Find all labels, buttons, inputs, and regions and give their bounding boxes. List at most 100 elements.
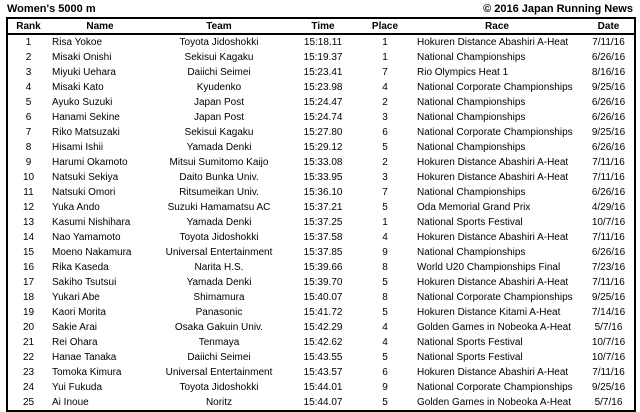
cell-name: Kasumi Nishihara bbox=[52, 217, 131, 228]
cell-rank: 15 bbox=[22, 247, 35, 258]
cell-rank: 11 bbox=[23, 187, 34, 198]
cell-race: Hokuren Distance Abashiri A-Heat bbox=[417, 232, 569, 243]
cell-time: 15:36.10 bbox=[303, 187, 343, 198]
cell-place: 1 bbox=[382, 52, 388, 63]
cell-time: 15:23.98 bbox=[303, 82, 343, 93]
cell-race: National Corporate Championships bbox=[417, 82, 573, 93]
cell-time: 15:33.95 bbox=[303, 172, 343, 183]
cell-race: National Corporate Championships bbox=[417, 382, 573, 393]
cell-team: Daiichi Seimei bbox=[187, 67, 251, 78]
cell-race: Hokuren Distance Abashiri A-Heat bbox=[417, 367, 569, 378]
cell-team: Osaka Gakuin Univ. bbox=[174, 322, 264, 333]
cell-name: Nao Yamamoto bbox=[52, 232, 121, 243]
cell-place: 5 bbox=[382, 397, 388, 408]
cell-place: 5 bbox=[382, 142, 388, 153]
cell-date: 9/25/16 bbox=[591, 292, 626, 303]
cell-place: 1 bbox=[382, 37, 388, 48]
cell-name: Rika Kaseda bbox=[52, 262, 109, 273]
cell-name: Kaori Morita bbox=[52, 307, 106, 318]
table-row: 23 Tomoka Kimura Universal Entertainment 15… bbox=[7, 365, 635, 380]
table-row: 3 Miyuki Uehara Daiichi Seimei 15:23.41 7 Rio… bbox=[7, 65, 635, 80]
cell-rank: 18 bbox=[22, 292, 35, 303]
table-row: 13 Kasumi Nishihara Yamada Denki 15:37.25 1 N… bbox=[7, 215, 635, 230]
cell-name: Sakiho Tsutsui bbox=[52, 277, 117, 288]
cell-time: 15:37.25 bbox=[303, 217, 343, 228]
cell-date: 7/11/16 bbox=[592, 277, 625, 288]
column-header-time: Time bbox=[287, 18, 359, 35]
copyright-notice: © 2016 Japan Running News bbox=[483, 2, 633, 15]
cell-team: Toyota Jidoshokki bbox=[179, 37, 259, 48]
cell-date: 7/14/16 bbox=[591, 307, 626, 318]
cell-name: Risa Yokoe bbox=[52, 37, 103, 48]
cell-date: 9/25/16 bbox=[591, 382, 626, 393]
cell-name: Natsuki Sekiya bbox=[52, 172, 119, 183]
cell-date: 5/7/16 bbox=[594, 397, 623, 408]
cell-team: Noritz bbox=[205, 397, 233, 408]
cell-place: 5 bbox=[382, 352, 388, 363]
cell-name: Riko Matsuzaki bbox=[52, 127, 120, 138]
cell-date: 7/11/16 bbox=[592, 172, 625, 183]
table-row: 24 Yui Fukuda Toyota Jidoshokki 15:44.01 9 Na… bbox=[7, 380, 635, 395]
cell-time: 15:41.72 bbox=[303, 307, 343, 318]
cell-time: 15:43.55 bbox=[303, 352, 343, 363]
table-row: 4 Misaki Kato Kyudenko 15:23.98 4 National Co… bbox=[7, 80, 635, 95]
cell-date: 4/29/16 bbox=[591, 202, 626, 213]
cell-name: Natsuki Omori bbox=[52, 187, 116, 198]
cell-date: 6/26/16 bbox=[591, 97, 626, 108]
cell-date: 9/25/16 bbox=[591, 127, 626, 138]
cell-rank: 16 bbox=[22, 262, 35, 273]
cell-place: 8 bbox=[382, 262, 388, 273]
cell-race: National Championships bbox=[417, 187, 526, 198]
cell-time: 15:39.66 bbox=[303, 262, 343, 273]
cell-race: Golden Games in Nobeoka A-Heat bbox=[417, 322, 571, 333]
column-header-place: Place bbox=[359, 18, 411, 35]
cell-team: Ritsumeikan Univ. bbox=[179, 187, 259, 198]
cell-place: 4 bbox=[382, 232, 388, 243]
column-header-rank: Rank bbox=[7, 18, 49, 35]
cell-team: Mitsui Sumitomo Kaijo bbox=[169, 157, 269, 168]
table-row: 25 Ai Inoue Noritz 15:44.07 5 Golden Games in… bbox=[7, 395, 635, 411]
cell-team: Yamada Denki bbox=[186, 217, 252, 228]
cell-time: 15:27.80 bbox=[303, 127, 343, 138]
cell-team: Daito Bunka Univ. bbox=[179, 172, 259, 183]
cell-race: Hokuren Distance Abashiri A-Heat bbox=[417, 172, 569, 183]
cell-place: 7 bbox=[382, 187, 388, 198]
cell-race: National Sports Festival bbox=[417, 337, 523, 348]
table-row: 9 Harumi Okamoto Mitsui Sumitomo Kaijo 15:3… bbox=[7, 155, 635, 170]
table-row: 21 Rei Ohara Tenmaya 15:42.62 4 National Spor… bbox=[7, 335, 635, 350]
cell-place: 9 bbox=[382, 247, 388, 258]
header-row: Rank Name Team Time Place Race Date bbox=[7, 18, 635, 35]
cell-rank: 21 bbox=[22, 337, 35, 348]
cell-race: Hokuren Distance Abashiri A-Heat bbox=[417, 37, 569, 48]
cell-race: Golden Games in Nobeoka A-Heat bbox=[417, 397, 571, 408]
cell-team: Sekisui Kagaku bbox=[184, 127, 254, 138]
column-header-team: Team bbox=[151, 18, 287, 35]
table-row: 11 Natsuki Omori Ritsumeikan Univ. 15:36.10… bbox=[7, 185, 635, 200]
cell-rank: 14 bbox=[22, 232, 35, 243]
table-row: 20 Sakie Arai Osaka Gakuin Univ. 15:42.29 4 G… bbox=[7, 320, 635, 335]
cell-race: National Sports Festival bbox=[417, 352, 523, 363]
cell-place: 3 bbox=[382, 112, 388, 123]
table-row: 8 Hisami Ishii Yamada Denki 15:29.12 5 Nation… bbox=[7, 140, 635, 155]
table-body: 1 Risa Yokoe Toyota Jidoshokki 15:18.11 1 Hok… bbox=[7, 34, 635, 411]
cell-date: 10/7/16 bbox=[591, 337, 626, 348]
cell-team: Toyota Jidoshokki bbox=[179, 232, 259, 243]
cell-time: 15:44.01 bbox=[303, 382, 343, 393]
cell-time: 15:24.47 bbox=[303, 97, 343, 108]
cell-rank: 4 bbox=[25, 82, 32, 93]
cell-team: Kyudenko bbox=[196, 82, 242, 93]
cell-race: National Championships bbox=[417, 112, 526, 123]
cell-time: 15:42.29 bbox=[303, 322, 343, 333]
cell-race: Rio Olympics Heat 1 bbox=[417, 67, 509, 78]
cell-place: 5 bbox=[382, 202, 388, 213]
cell-race: National Sports Festival bbox=[417, 217, 523, 228]
cell-date: 5/7/16 bbox=[594, 322, 623, 333]
table-row: 2 Misaki Onishi Sekisui Kagaku 15:19.37 1 Nat… bbox=[7, 50, 635, 65]
cell-place: 4 bbox=[382, 82, 388, 93]
cell-rank: 13 bbox=[22, 217, 35, 228]
cell-name: Rei Ohara bbox=[52, 337, 98, 348]
cell-rank: 6 bbox=[25, 112, 32, 123]
cell-place: 6 bbox=[382, 127, 388, 138]
column-header-date: Date bbox=[583, 18, 635, 35]
